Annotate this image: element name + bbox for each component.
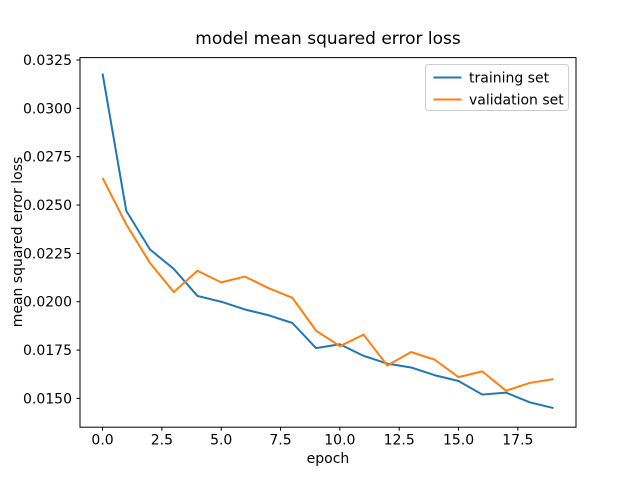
y-tick-label: 0.0300: [23, 101, 72, 117]
x-axis-label: epoch: [307, 451, 350, 467]
y-axis-label: mean squared error loss: [10, 157, 26, 328]
axes-frame: [79, 57, 577, 428]
y-tick-label: 0.0275: [23, 150, 72, 166]
x-tick-label: 17.5: [502, 433, 533, 449]
training-set-line: [101, 73, 554, 410]
x-tick-label: 12.5: [384, 433, 415, 449]
validation-set-line: [101, 177, 554, 392]
plot-title: model mean squared error loss: [195, 29, 461, 49]
y-tick-label: 0.0175: [23, 343, 72, 359]
y-tick-label: 0.0225: [23, 246, 72, 262]
x-tick-label: 15.0: [443, 433, 474, 449]
y-tick-label: 0.0250: [23, 198, 72, 214]
y-tick-label: 0.0200: [23, 295, 72, 311]
x-tick-label: 0.0: [91, 433, 113, 449]
x-tick-label: 2.5: [151, 433, 173, 449]
x-tick-label: 10.0: [324, 433, 355, 449]
x-tick-label: 7.5: [269, 433, 291, 449]
y-tick-label: 0.0150: [23, 391, 72, 407]
ticks-layer: 0.0 2.5 5.0 7.5 10.0 12.5 15.0 17.5 0.0150 0.0175…: [23, 53, 533, 449]
legend-entry-validation: validation set: [469, 93, 564, 109]
legend-entry-training: training set: [469, 71, 550, 87]
legend: training set validation set: [425, 64, 569, 111]
x-tick-label: 5.0: [210, 433, 232, 449]
y-tick-label: 0.0325: [23, 53, 72, 69]
series-layer: [101, 73, 554, 410]
